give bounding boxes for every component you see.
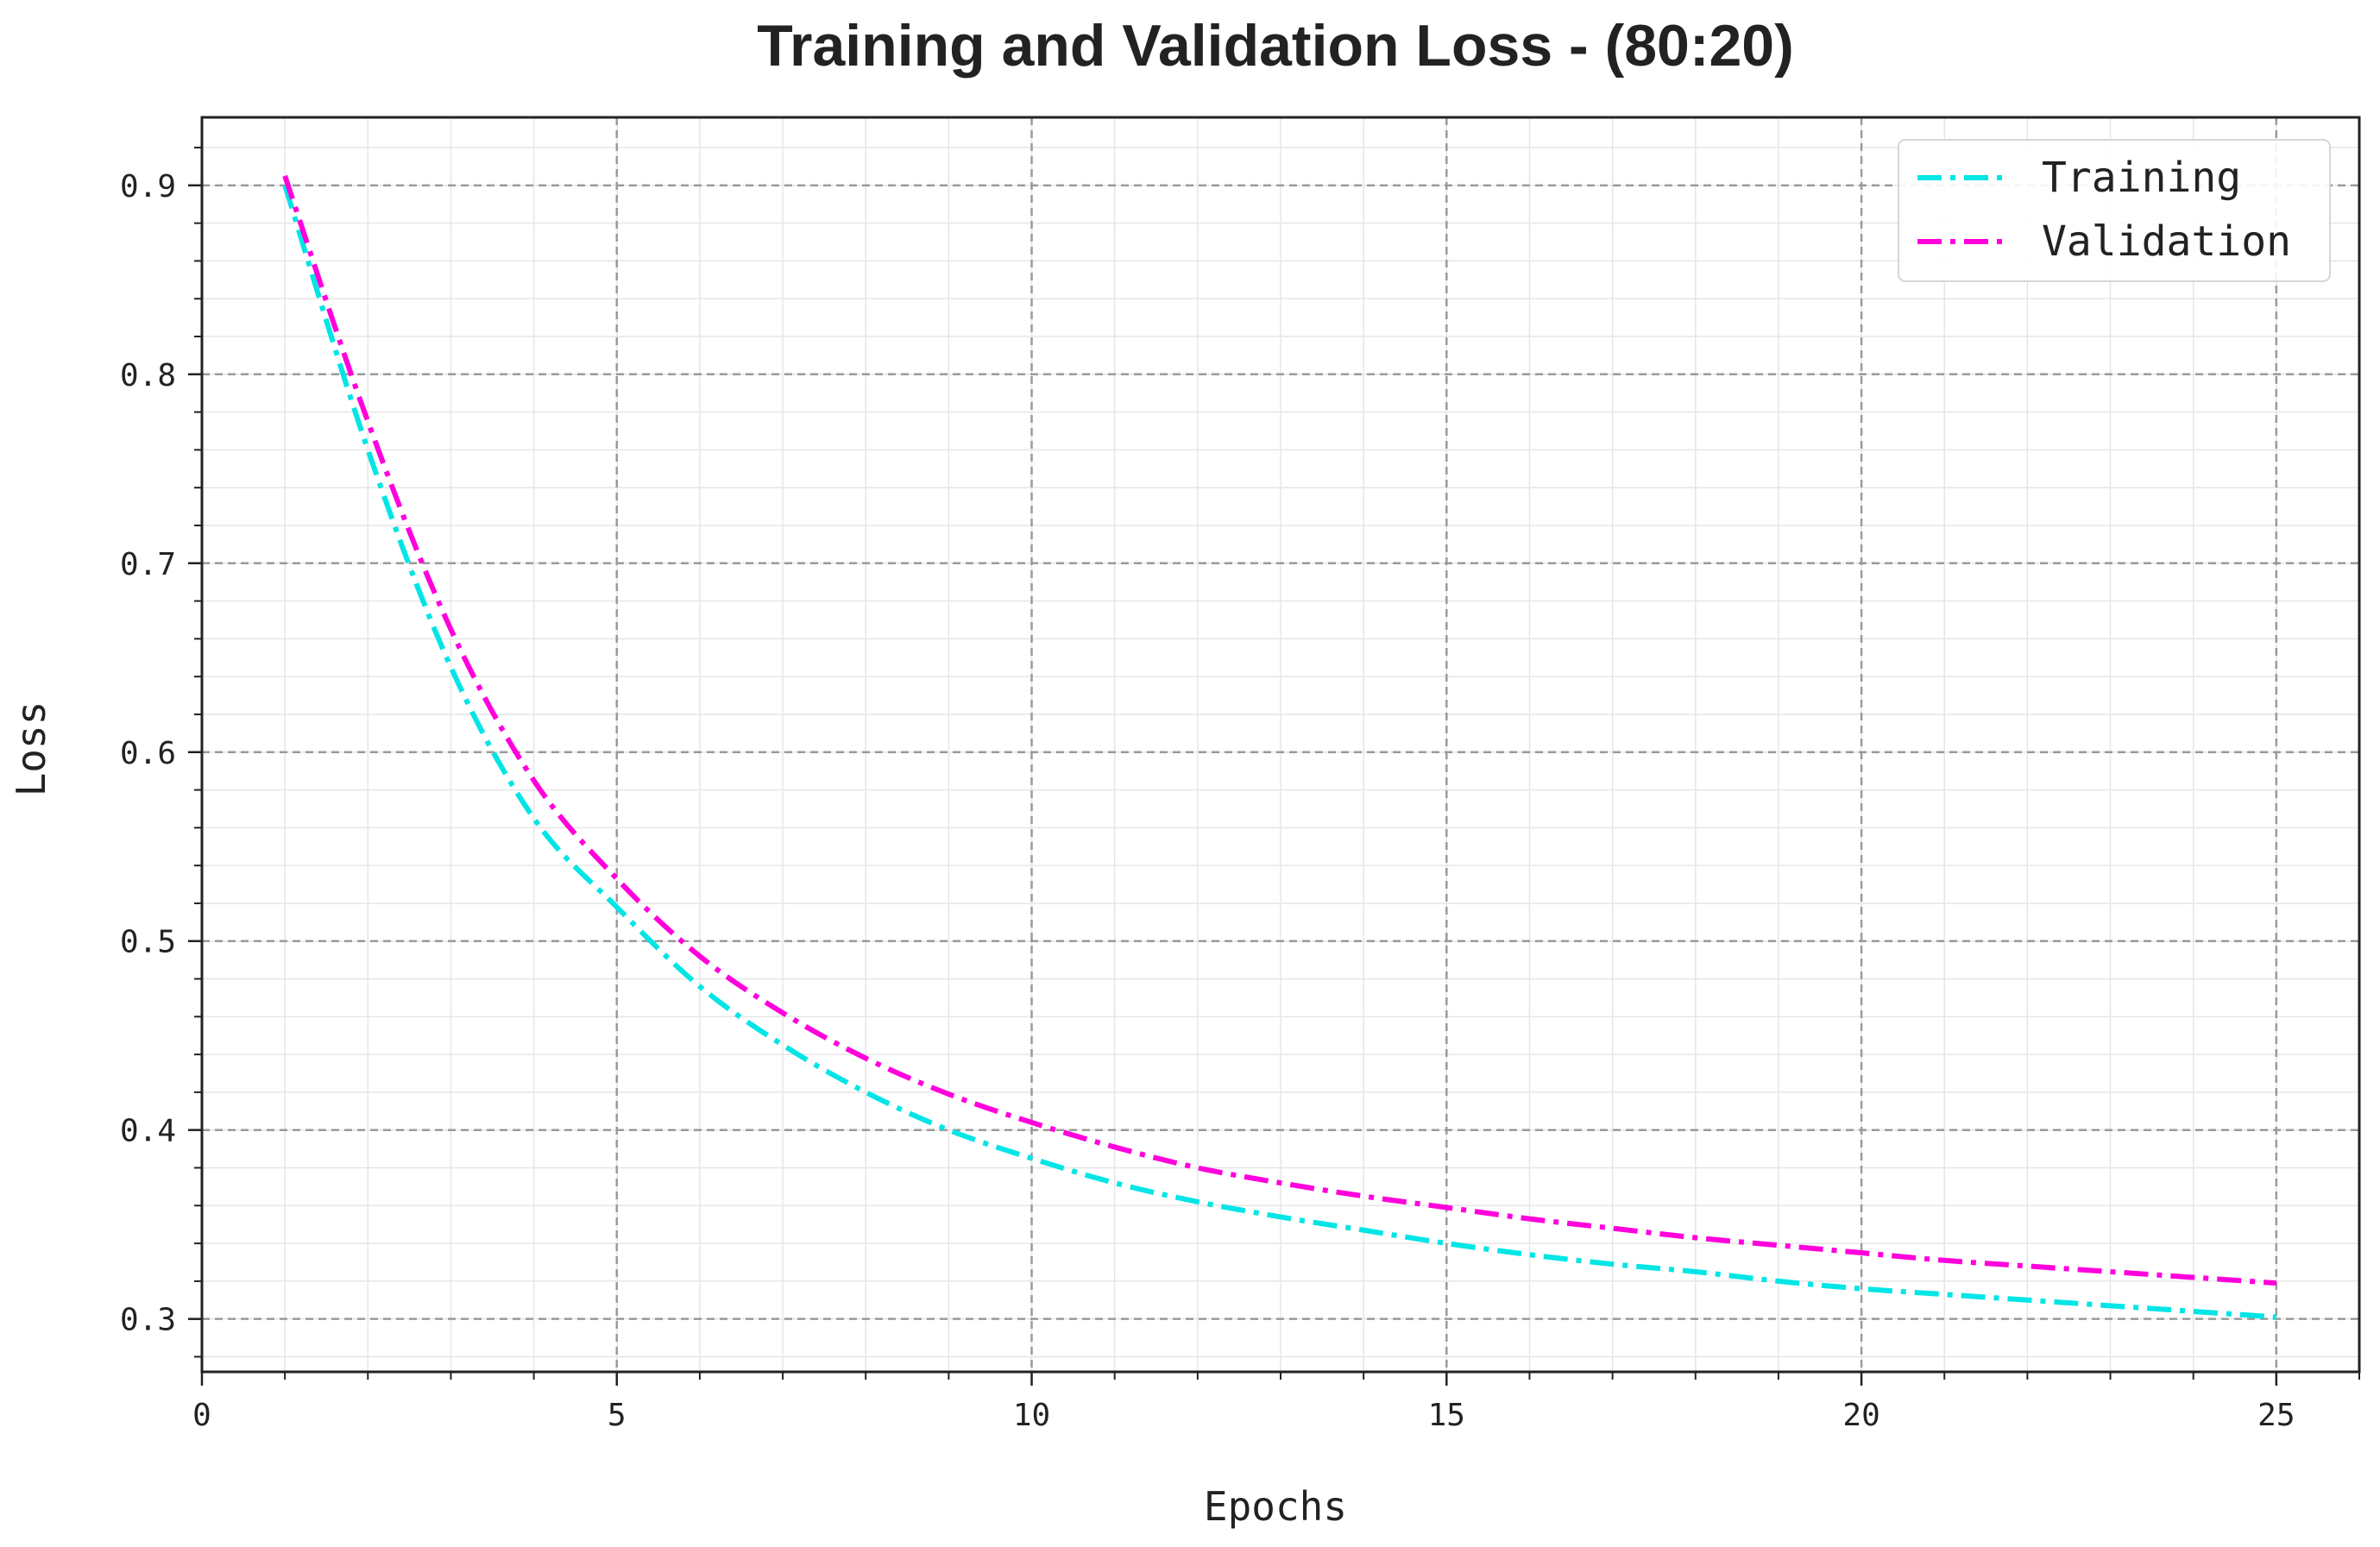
data-point-training (1776, 1279, 1781, 1284)
y-tick-label: 0.8 (120, 358, 176, 393)
x-tick-label: 0 (192, 1398, 211, 1433)
data-point-training (1195, 1199, 1200, 1204)
data-point-validation (1610, 1226, 1615, 1231)
series-lines (282, 173, 2279, 1320)
data-point-training (2274, 1315, 2279, 1320)
x-tick-label: 10 (1013, 1398, 1050, 1433)
y-tick-label: 0.5 (120, 925, 176, 960)
data-point-validation (1278, 1180, 1283, 1185)
data-point-validation (1527, 1217, 1532, 1222)
x-ticks: 0 5 10 15 20 25 (192, 1372, 2360, 1433)
data-point-validation (1195, 1166, 1200, 1171)
data-point-training (2024, 1298, 2030, 1303)
data-point-validation (1693, 1236, 1698, 1241)
x-tick-label: 15 (1428, 1398, 1465, 1433)
data-point-training (365, 447, 370, 452)
data-point-training (532, 815, 537, 821)
data-point-validation (365, 419, 370, 424)
data-point-training (1610, 1261, 1615, 1267)
data-point-training (448, 664, 453, 670)
data-point-training (946, 1128, 951, 1133)
data-point-validation (532, 778, 537, 783)
y-tick-label: 0.7 (120, 547, 176, 582)
data-point-training (1112, 1180, 1118, 1185)
y-axis-label: Loss (8, 701, 54, 797)
data-point-training (1859, 1286, 1864, 1292)
y-tick-label: 0.3 (120, 1303, 176, 1338)
series-line-validation (282, 174, 2277, 1286)
data-point-validation (448, 626, 453, 632)
data-point-validation (2108, 1269, 2113, 1274)
y-tick-label: 0.6 (120, 736, 176, 771)
data-point-training (697, 984, 702, 989)
data-point-validation (697, 953, 702, 959)
data-point-training (1942, 1292, 1947, 1297)
data-point-training (1444, 1241, 1449, 1246)
data-point-validation (282, 173, 287, 179)
y-tick-label: 0.9 (120, 169, 176, 204)
data-point-training (1527, 1252, 1532, 1257)
data-point-validation (1444, 1204, 1449, 1210)
data-point-training (614, 904, 620, 909)
x-tick-label: 5 (608, 1398, 626, 1433)
data-point-training (1361, 1228, 1366, 1233)
data-point-training (780, 1042, 785, 1047)
data-point-training (863, 1090, 868, 1095)
data-point-validation (1361, 1193, 1366, 1198)
data-point-validation (1776, 1242, 1781, 1248)
data-point-training (1693, 1269, 1698, 1274)
data-point-validation (2024, 1263, 2030, 1268)
data-point-validation (1029, 1120, 1035, 1125)
data-point-validation (1942, 1258, 1947, 1263)
data-point-validation (946, 1091, 951, 1097)
data-point-training (1029, 1156, 1035, 1161)
x-axis-label: Epochs (1204, 1483, 1347, 1530)
series-line-training (282, 184, 2277, 1320)
data-point-training (1278, 1214, 1283, 1219)
x-tick-label: 20 (1842, 1398, 1879, 1433)
data-point-validation (1859, 1250, 1864, 1255)
data-point-validation (614, 876, 620, 881)
data-point-validation (2274, 1280, 2279, 1286)
data-point-validation (863, 1056, 868, 1061)
legend-label-training: Training (2042, 154, 2241, 202)
x-tick-label: 25 (2257, 1398, 2295, 1433)
data-point-training (2191, 1309, 2196, 1314)
chart-title: Training and Validation Loss - (80:20) (757, 13, 1794, 79)
data-point-validation (2191, 1275, 2196, 1280)
y-tick-label: 0.4 (120, 1114, 176, 1149)
y-ticks: 0.3 0.4 0.5 0.6 0.7 0.8 0.9 (120, 147, 202, 1358)
data-point-validation (780, 1010, 785, 1016)
minor-grid (201, 117, 2360, 1372)
legend: Training Validation (1898, 139, 2331, 282)
legend-box (1898, 139, 2331, 282)
data-point-validation (1112, 1144, 1118, 1149)
data-point-training (2108, 1303, 2113, 1308)
legend-label-validation: Validation (2042, 217, 2291, 266)
